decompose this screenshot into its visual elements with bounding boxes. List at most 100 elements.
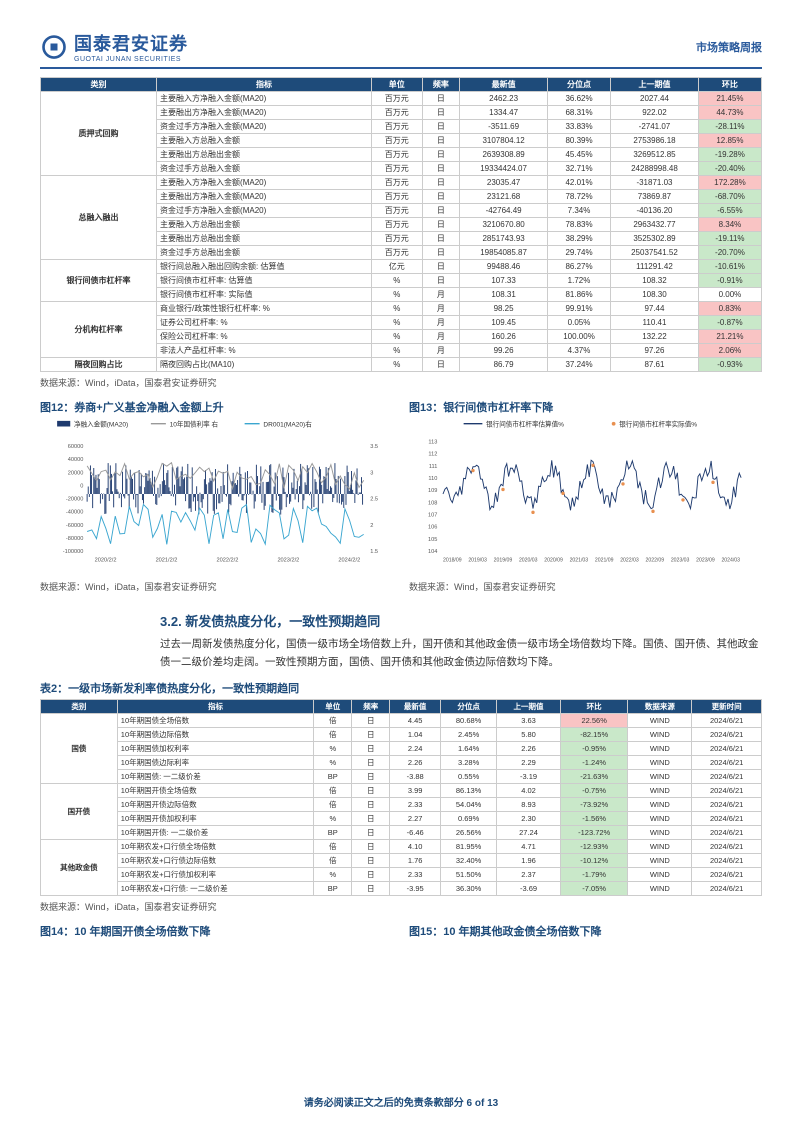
cell: 主要融入方总融入金额 — [157, 134, 372, 148]
cell: 百万元 — [371, 204, 422, 218]
svg-text:-100000: -100000 — [63, 549, 84, 555]
cell: 86.79 — [460, 358, 548, 372]
svg-text:20000: 20000 — [68, 470, 84, 476]
cell: -3.88 — [390, 769, 441, 783]
cell: 倍 — [314, 783, 352, 797]
cell: 百万元 — [371, 162, 422, 176]
source-1: 数据来源：Wind，iData，国泰君安证券研究 — [40, 376, 762, 389]
col-header: 类别 — [41, 78, 157, 92]
col-header: 频率 — [352, 699, 390, 713]
company-name-en: GUOTAI JUNAN SECURITIES — [74, 56, 188, 63]
cell: % — [314, 811, 352, 825]
fig12-title: 图12：券商+广义基金净融入金额上升 — [40, 399, 393, 415]
cell: -123.72% — [560, 825, 627, 839]
cell: 0.69% — [441, 811, 497, 825]
cell: 87.61 — [611, 358, 699, 372]
cell: -3.19 — [497, 769, 561, 783]
cell: -21.63% — [560, 769, 627, 783]
cell: -20.40% — [698, 162, 761, 176]
cell: 23035.47 — [460, 176, 548, 190]
cell: 1.72% — [547, 274, 610, 288]
cell: 日 — [352, 839, 390, 853]
cell: 百万元 — [371, 120, 422, 134]
cell: 资金过手方净融入金额(MA20) — [157, 120, 372, 134]
cell: -0.87% — [698, 316, 761, 330]
cell: 日 — [352, 881, 390, 895]
cell: -3.69 — [497, 881, 561, 895]
cell: 2.06% — [698, 344, 761, 358]
svg-text:2022/09: 2022/09 — [646, 558, 665, 564]
cell: 37.24% — [547, 358, 610, 372]
cell: 日 — [352, 783, 390, 797]
cell: 日 — [422, 176, 460, 190]
cell: 22.56% — [560, 713, 627, 727]
chart-12: 净融入金额(MA20)10年国债利率 右DR001(MA20)右-100000-… — [40, 419, 393, 569]
svg-text:110: 110 — [428, 476, 437, 482]
cell: 主要融入方总融出金额 — [157, 218, 372, 232]
cell: 月 — [422, 288, 460, 302]
cell: 银行间债市杠杆率: 实际值 — [157, 288, 372, 302]
cell: 倍 — [314, 839, 352, 853]
cell: 10年期国债全场倍数 — [117, 713, 314, 727]
col-header: 更新时间 — [692, 699, 762, 713]
col-header: 分位点 — [547, 78, 610, 92]
cell: 2.33 — [390, 797, 441, 811]
svg-text:2023/03: 2023/03 — [671, 558, 690, 564]
cell: 日 — [422, 162, 460, 176]
cell: 3269512.85 — [611, 148, 699, 162]
cell: 25037541.52 — [611, 246, 699, 260]
svg-text:0: 0 — [80, 483, 83, 489]
cell: -31871.03 — [611, 176, 699, 190]
cell: -40136.20 — [611, 204, 699, 218]
category-cell: 隔夜回购占比 — [41, 358, 157, 372]
cell: -42764.49 — [460, 204, 548, 218]
col-header: 上一期值 — [611, 78, 699, 92]
cell: 日 — [422, 92, 460, 106]
report-type: 市场策略周报 — [696, 39, 762, 55]
cell: 日 — [422, 106, 460, 120]
cell: 33.83% — [547, 120, 610, 134]
cell: % — [371, 344, 422, 358]
svg-text:-20000: -20000 — [66, 497, 83, 503]
cell: WIND — [628, 741, 692, 755]
body-paragraph: 过去一周新发债热度分化，国债一级市场全场倍数上升，国开债和其他政金债一级市场全场… — [160, 636, 762, 672]
cell: -7.05% — [560, 881, 627, 895]
cell: 2024/6/21 — [692, 811, 762, 825]
svg-text:106: 106 — [428, 525, 437, 531]
category-cell: 其他政金债 — [41, 839, 118, 895]
svg-text:2018/09: 2018/09 — [443, 558, 462, 564]
cell: 19334424.07 — [460, 162, 548, 176]
cell: 111291.42 — [611, 260, 699, 274]
category-cell: 总融入融出 — [41, 176, 157, 260]
cell: 倍 — [314, 713, 352, 727]
cell: 86.27% — [547, 260, 610, 274]
cell: 月 — [422, 330, 460, 344]
cell: 10年期国开债全场倍数 — [117, 783, 314, 797]
cell: -0.75% — [560, 783, 627, 797]
cell: 38.29% — [547, 232, 610, 246]
cell: 8.93 — [497, 797, 561, 811]
cell: 24288998.48 — [611, 162, 699, 176]
cell: % — [314, 867, 352, 881]
cell: 2.45% — [441, 727, 497, 741]
cell: 68.31% — [547, 106, 610, 120]
cell: WIND — [628, 755, 692, 769]
cell: % — [371, 288, 422, 302]
cell: 0.55% — [441, 769, 497, 783]
source-2: 数据来源：Wind，iData，国泰君安证券研究 — [40, 900, 762, 913]
cell: 倍 — [314, 853, 352, 867]
cell: 日 — [422, 218, 460, 232]
cell: 非法人产品杠杆率: % — [157, 344, 372, 358]
cell: 隔夜回购占比(MA10) — [157, 358, 372, 372]
cell: 160.26 — [460, 330, 548, 344]
cell: 倍 — [314, 727, 352, 741]
cell: 亿元 — [371, 260, 422, 274]
svg-text:108: 108 — [428, 500, 437, 506]
cell: 主要融出方净融入金额(MA20) — [157, 106, 372, 120]
cell: WIND — [628, 769, 692, 783]
svg-text:-40000: -40000 — [66, 510, 83, 516]
cell: 23121.68 — [460, 190, 548, 204]
col-header: 上一期值 — [497, 699, 561, 713]
cell: 2024/6/21 — [692, 839, 762, 853]
col-header: 环比 — [698, 78, 761, 92]
